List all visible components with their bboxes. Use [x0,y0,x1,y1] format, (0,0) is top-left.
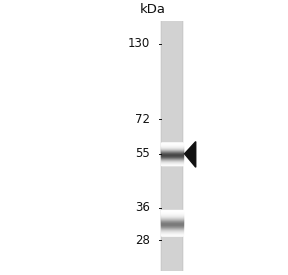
Text: 72: 72 [134,113,149,126]
Bar [161,21,183,271]
Text: 55: 55 [135,147,149,160]
Text: 130: 130 [127,37,149,50]
Text: kDa: kDa [139,3,165,16]
Text: 36: 36 [135,201,149,214]
Polygon shape [185,142,196,167]
Text: 28: 28 [135,233,149,246]
